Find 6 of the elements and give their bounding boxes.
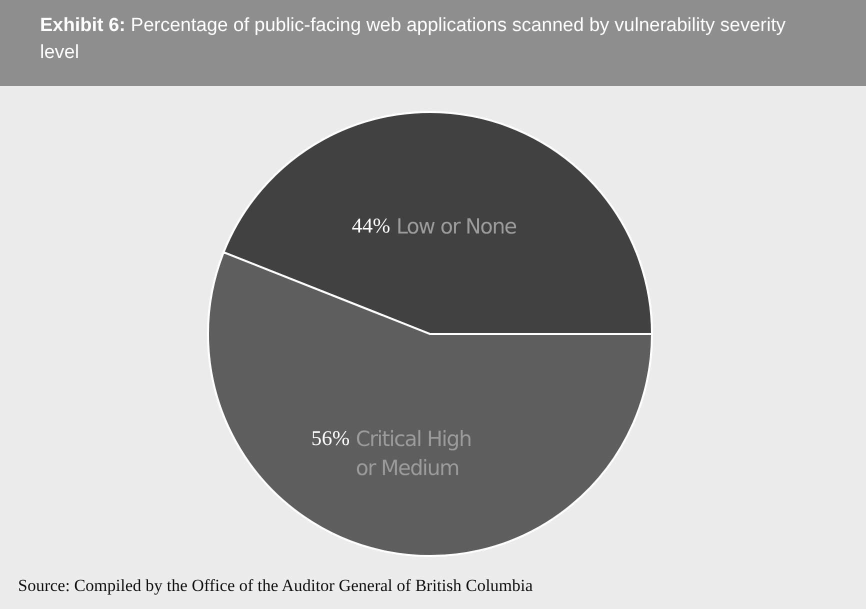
source-note: Source: Compiled by the Office of the Auditor General of British Columbia [18, 576, 533, 596]
data-label: 56% [311, 426, 350, 450]
data-label: 44% [352, 214, 390, 238]
slice-label: Critical High or Medium [356, 426, 472, 480]
slice-label: Low or None [396, 214, 516, 239]
chart-title: Exhibit 6: Percentage of public-facing web applications scanned by vulnerability severity level [40, 15, 786, 63]
